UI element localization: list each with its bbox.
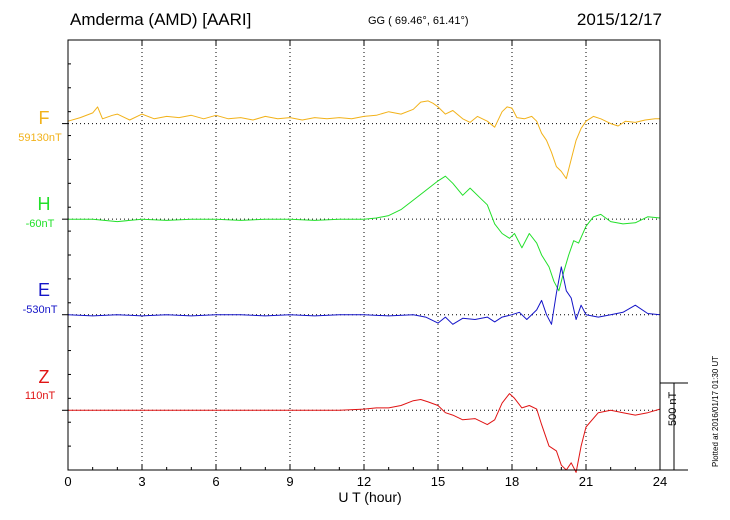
x-axis-label: U T (hour) — [338, 489, 402, 505]
geographic-coordinates: GG ( 69.46°, 61.41°) — [368, 15, 469, 27]
x-tick-label: 6 — [212, 474, 220, 489]
series-line-z — [68, 393, 661, 473]
x-tick-label: 3 — [138, 474, 146, 489]
tick-marks — [67, 39, 661, 471]
x-tick-label: 24 — [652, 474, 668, 489]
scale-bar — [660, 382, 688, 471]
series-line-h — [68, 175, 661, 292]
baseline-label-z: 110nT — [24, 390, 56, 402]
series-label-z: Z — [38, 367, 50, 387]
x-tick-label: 9 — [286, 474, 294, 489]
series-line-e — [67, 266, 661, 325]
x-tick-label: 12 — [356, 474, 372, 489]
x-tick-label: 21 — [578, 474, 594, 489]
x-tick-label: 0 — [64, 474, 72, 489]
series-label-e: E — [37, 280, 50, 300]
baseline-label-e: -530nT — [22, 304, 58, 316]
x-tick-label: 15 — [430, 474, 446, 489]
station-title: Amderma (AMD) [AARI] — [70, 10, 252, 29]
plotted-timestamp: Plotted at 2016/01/17 01:30 UT — [711, 355, 720, 467]
series-line-f — [67, 100, 660, 180]
series-label-f: F — [38, 108, 50, 128]
baseline-label-f: 59130nT — [18, 132, 62, 144]
series-lines — [62, 100, 661, 473]
baseline-label-h: -60nT — [25, 218, 55, 230]
series-label-h: H — [37, 194, 51, 214]
scale-bar-label: 500 nT — [667, 391, 679, 426]
x-tick-label: 18 — [504, 474, 520, 489]
grid-lines — [141, 40, 587, 470]
plot-date: 2015/12/17 — [576, 10, 662, 29]
